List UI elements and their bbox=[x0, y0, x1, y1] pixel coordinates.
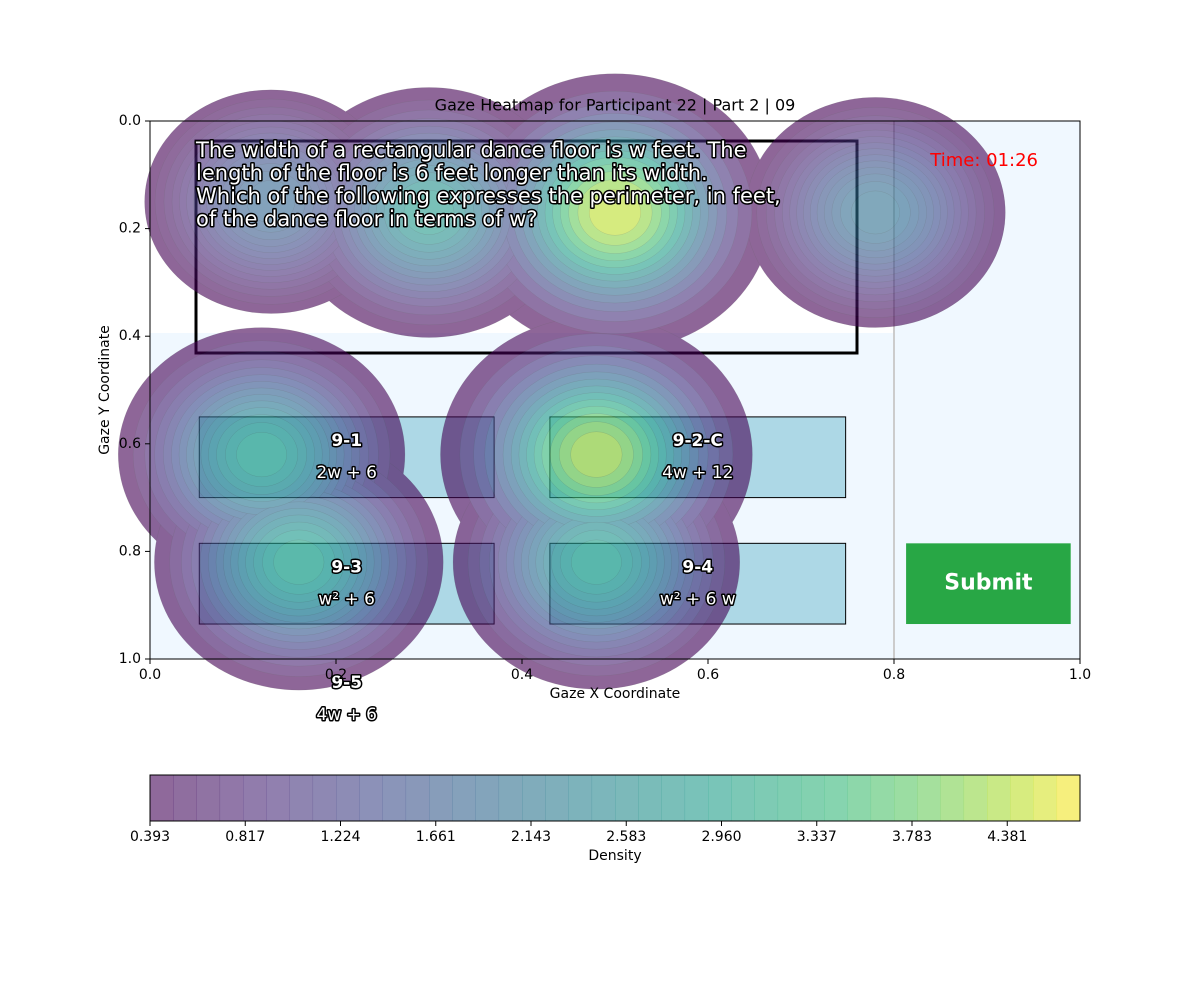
colorbar-band bbox=[870, 775, 895, 821]
colorbar-band bbox=[731, 775, 755, 821]
colorbar-band bbox=[1010, 775, 1034, 821]
colorbar-band bbox=[777, 775, 802, 821]
colorbar-tick-label: 2.143 bbox=[511, 829, 551, 845]
colorbar-band bbox=[312, 775, 337, 821]
colorbar-band bbox=[1056, 775, 1081, 821]
x-axis-label: Gaze X Coordinate bbox=[550, 686, 681, 702]
x-tick-label: 0.8 bbox=[883, 667, 905, 683]
colorbar-band bbox=[801, 775, 825, 821]
colorbar-band bbox=[545, 775, 569, 821]
colorbar-band bbox=[963, 775, 988, 821]
x-tick-label: 0.2 bbox=[325, 667, 347, 683]
submit-label: Submit bbox=[944, 571, 1033, 596]
colorbar-band bbox=[1033, 775, 1058, 821]
option-id: 9-3 bbox=[331, 557, 362, 577]
colorbar-band bbox=[824, 775, 848, 821]
colorbar-band bbox=[708, 775, 732, 821]
colorbar-band bbox=[429, 775, 453, 821]
density-peak bbox=[236, 432, 288, 478]
colorbar-band bbox=[894, 775, 918, 821]
density-peak bbox=[273, 539, 325, 585]
colorbar-band bbox=[917, 775, 941, 821]
colorbar-band bbox=[940, 775, 965, 821]
colorbar-band bbox=[475, 775, 500, 821]
colorbar-band bbox=[243, 775, 267, 821]
x-tick-label: 1.0 bbox=[1069, 667, 1091, 683]
density-peak bbox=[850, 190, 900, 235]
option-id: 9-2-C bbox=[673, 431, 723, 451]
density-peak bbox=[403, 190, 455, 235]
colorbar-band bbox=[847, 775, 872, 821]
colorbar-tick-label: 2.960 bbox=[701, 829, 741, 845]
colorbar-tick-label: 0.393 bbox=[130, 829, 170, 845]
colorbar-band bbox=[219, 775, 244, 821]
colorbar-band bbox=[173, 775, 197, 821]
y-tick-label: 0.4 bbox=[119, 328, 141, 344]
question-line: Which of the following expresses the per… bbox=[196, 184, 781, 208]
y-tick-label: 0.6 bbox=[119, 436, 141, 452]
colorbar-frame bbox=[149, 774, 1081, 822]
y-tick-label: 0.8 bbox=[119, 543, 141, 559]
option-text: 2w + 6 bbox=[316, 463, 377, 483]
colorbar-tick-label: 3.337 bbox=[797, 829, 837, 845]
question-line: of the dance floor in terms of w? bbox=[196, 207, 538, 231]
y-axis-label: Gaze Y Coordinate bbox=[97, 325, 113, 455]
option-id: 9-1 bbox=[331, 431, 362, 451]
plot-frame bbox=[149, 120, 1081, 660]
colorbar-band bbox=[382, 775, 407, 821]
colorbar-tick-label: 1.661 bbox=[416, 829, 456, 845]
colorbar-band bbox=[405, 775, 430, 821]
colorbar-tick-label: 3.783 bbox=[892, 829, 932, 845]
colorbar-band bbox=[684, 775, 709, 821]
colorbar-band bbox=[987, 775, 1011, 821]
colorbar-band bbox=[591, 775, 616, 821]
option-text: 4w + 6 bbox=[316, 705, 377, 725]
colorbar-band bbox=[522, 775, 546, 821]
colorbar-band bbox=[359, 775, 383, 821]
colorbar-tick-label: 4.381 bbox=[987, 829, 1027, 845]
chart-title: Gaze Heatmap for Participant 22 | Part 2… bbox=[435, 96, 796, 115]
timer: Time: 01:26 bbox=[929, 150, 1038, 171]
colorbar-label: Density bbox=[588, 848, 641, 864]
y-tick-label: 0.0 bbox=[119, 113, 141, 129]
density-peak bbox=[570, 539, 622, 585]
density-peak bbox=[570, 431, 623, 478]
y-tick-label: 1.0 bbox=[119, 651, 141, 667]
y-tick-label: 0.2 bbox=[119, 221, 141, 237]
colorbar-band bbox=[568, 775, 593, 821]
option-text: w² + 6 w bbox=[660, 589, 736, 609]
colorbar-band bbox=[289, 775, 314, 821]
colorbar-tick-label: 1.224 bbox=[320, 829, 360, 845]
colorbar-band bbox=[615, 775, 639, 821]
colorbar-band bbox=[452, 775, 476, 821]
x-tick-label: 0.0 bbox=[139, 667, 161, 683]
option-text: 4w + 12 bbox=[662, 463, 733, 483]
colorbar-band bbox=[266, 775, 290, 821]
x-tick-label: 0.6 bbox=[697, 667, 719, 683]
colorbar-band bbox=[336, 775, 360, 821]
colorbar-band bbox=[661, 775, 686, 821]
x-tick-label: 0.4 bbox=[511, 667, 533, 683]
option-text: w² + 6 bbox=[318, 589, 375, 609]
question-line: length of the floor is 6 feet longer tha… bbox=[196, 161, 708, 185]
colorbar-band bbox=[638, 775, 662, 821]
colorbar-band bbox=[754, 775, 779, 821]
option-id: 9-4 bbox=[682, 557, 713, 577]
colorbar-tick-label: 0.817 bbox=[225, 829, 265, 845]
question-line: The width of a rectangular dance floor i… bbox=[195, 138, 747, 162]
submit-button[interactable] bbox=[906, 543, 1071, 625]
colorbar-band bbox=[196, 775, 221, 821]
colorbar-tick-label: 2.583 bbox=[606, 829, 646, 845]
density-peak bbox=[246, 180, 296, 224]
colorbar-band bbox=[498, 775, 523, 821]
colorbar-band bbox=[150, 775, 174, 821]
density-peak bbox=[588, 189, 642, 236]
option-id: 9-5 bbox=[331, 673, 362, 693]
